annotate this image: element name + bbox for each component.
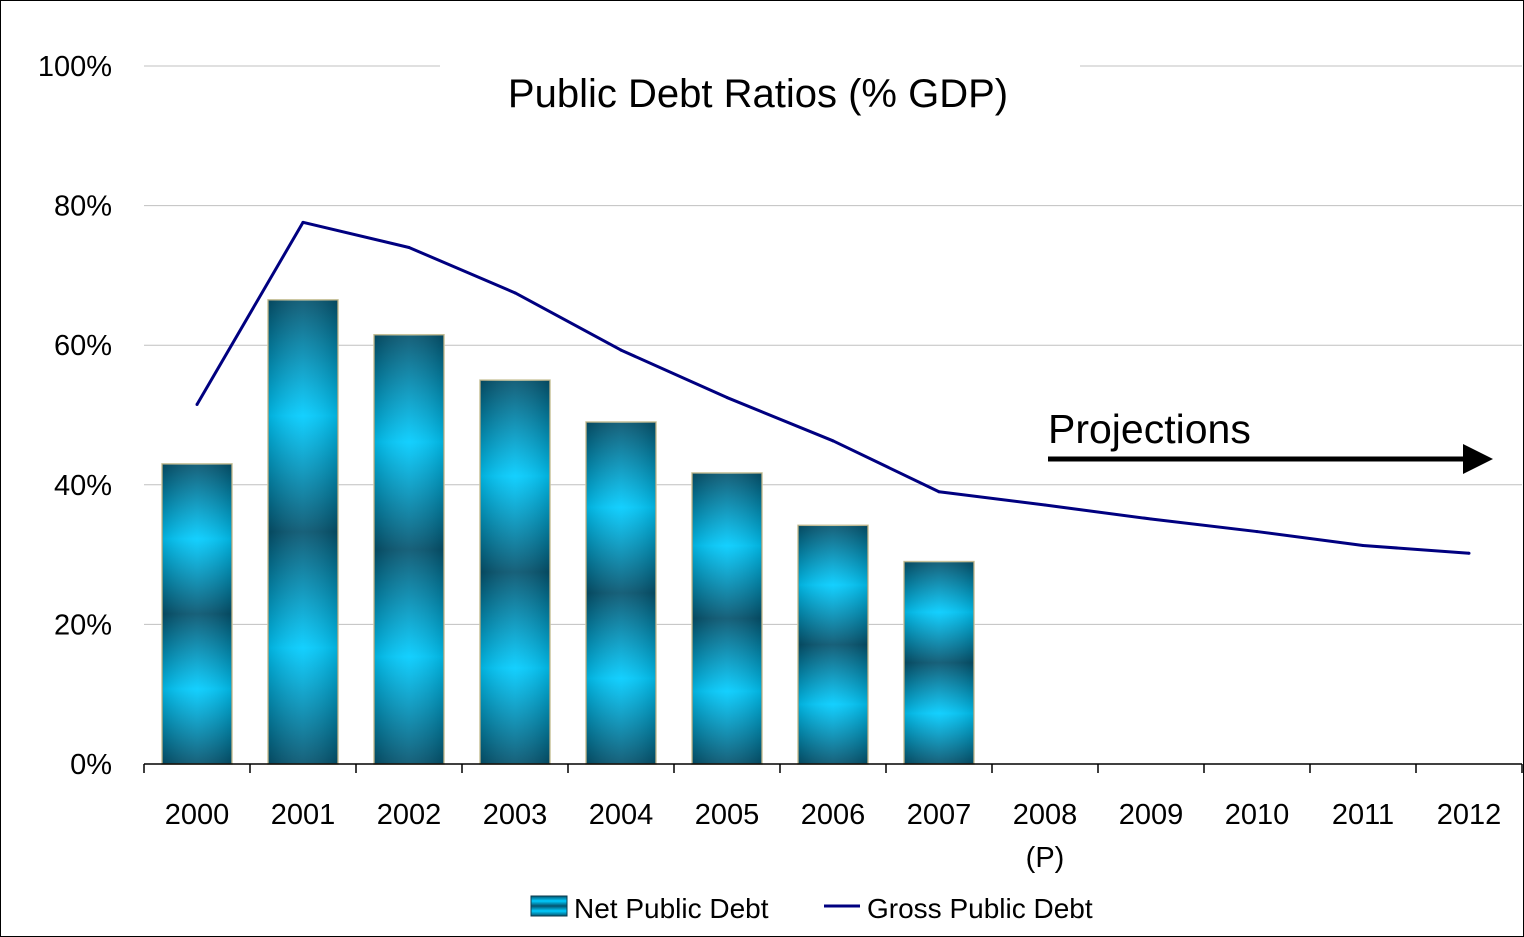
- point-gross-public-debt-2000: [195, 403, 199, 407]
- y-tick-label: 0%: [70, 749, 112, 781]
- y-tick-labels: 0% 20% 40% 60% 80% 100%: [38, 51, 112, 781]
- bar-shade-2002: [374, 334, 444, 764]
- point-gross-public-debt-2001: [301, 220, 305, 224]
- bar-shade-2006: [798, 525, 868, 764]
- x-tick-label-2001: 2001: [271, 799, 336, 831]
- x-tick-label-2004: 2004: [589, 799, 654, 831]
- net-debt-bars: [161, 299, 975, 765]
- point-gross-public-debt-2002: [407, 245, 411, 249]
- y-tick-label: 80%: [54, 191, 112, 223]
- y-tick-label: 40%: [54, 470, 112, 502]
- x-tick-label-2010: 2010: [1225, 799, 1290, 831]
- point-gross-public-debt-2011: [1361, 544, 1365, 548]
- x-tick-label-2011: 2011: [1332, 799, 1394, 831]
- x-tick-label-2003: 2003: [483, 799, 548, 831]
- point-gross-public-debt-2007: [937, 490, 941, 494]
- chart-title-group: Public Debt Ratios (% GDP): [440, 40, 1080, 140]
- y-tick-label: 100%: [38, 51, 112, 83]
- x-tick-label-2006: 2006: [801, 799, 866, 831]
- bar-shade-2004: [586, 421, 656, 764]
- legend-label-gross-public-debt: Gross Public Debt: [867, 893, 1093, 924]
- x-tick-sublabel-2008: (P): [1026, 842, 1065, 874]
- chart-title: Public Debt Ratios (% GDP): [508, 72, 1008, 116]
- projections-label: Projections: [1048, 406, 1251, 452]
- x-tick-label-2012: 2012: [1437, 799, 1502, 831]
- bar-shade-2000: [162, 463, 232, 764]
- y-tick-label: 60%: [54, 330, 112, 362]
- point-gross-public-debt-2012: [1467, 551, 1471, 555]
- projections-annotation: Projections: [1048, 406, 1493, 474]
- point-gross-public-debt-2008: [1043, 503, 1047, 507]
- bar-shade-2005: [692, 472, 762, 764]
- x-tick-label-2008: 2008: [1013, 799, 1078, 831]
- chart-title-background: [440, 40, 1080, 140]
- x-tick-labels: 2000 2001 2002 2003 2004 2005 2006 2007 2008 (P) 2…: [165, 799, 1502, 874]
- legend: Net Public Debt Gross Public Debt: [530, 893, 1093, 924]
- bar-shade-2007: [904, 561, 974, 764]
- legend-label-net-public-debt: Net Public Debt: [574, 893, 769, 924]
- point-gross-public-debt-2006: [831, 439, 835, 443]
- x-tick-label-2007: 2007: [907, 799, 972, 831]
- point-gross-public-debt-2003: [513, 291, 517, 295]
- bar-shade-2003: [480, 380, 550, 764]
- x-tick-label-2000: 2000: [165, 799, 230, 831]
- x-tick-label-2009: 2009: [1119, 799, 1184, 831]
- point-gross-public-debt-2005: [725, 396, 729, 400]
- x-tick-label-2002: 2002: [377, 799, 442, 831]
- point-gross-public-debt-2009: [1149, 517, 1153, 521]
- point-gross-public-debt-2010: [1255, 530, 1259, 534]
- y-tick-label: 20%: [54, 609, 112, 641]
- gross-debt-line-group: [195, 220, 1471, 555]
- legend-swatch-net-public-debt: [530, 895, 568, 917]
- point-gross-public-debt-2004: [619, 348, 623, 352]
- x-tick-label-2005: 2005: [695, 799, 760, 831]
- axes: [143, 763, 1523, 773]
- bar-shade-2001: [268, 299, 338, 764]
